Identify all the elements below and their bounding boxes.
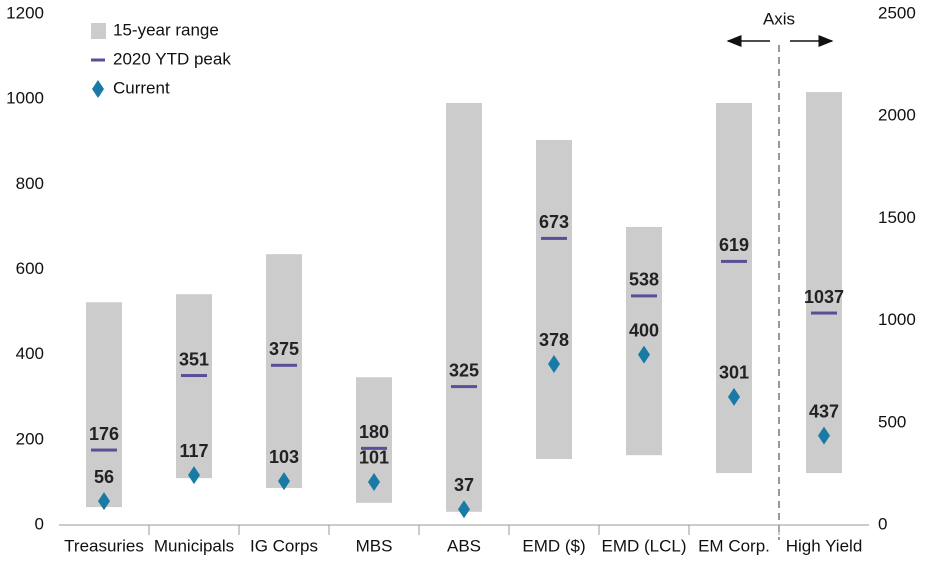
y2-tick-label: 1500 <box>878 208 916 227</box>
peak-label: 1037 <box>804 287 844 307</box>
range-bar <box>86 302 122 508</box>
y2-tick-label: 500 <box>878 412 906 431</box>
y2-tick-label: 1000 <box>878 310 916 329</box>
peak-marker <box>271 363 297 367</box>
peak-label: 180 <box>359 422 389 442</box>
current-marker <box>278 472 290 491</box>
current-label: 117 <box>179 441 208 461</box>
current-label: 56 <box>94 467 114 487</box>
y2-tick-label: 2000 <box>878 106 916 125</box>
legend-label: 15-year range <box>113 20 219 39</box>
x-tick-label: Municipals <box>154 536 234 555</box>
y2-tick-label: 0 <box>878 514 887 533</box>
current-marker <box>368 472 380 491</box>
current-marker <box>728 387 740 406</box>
x-tick-label: ABS <box>447 536 481 555</box>
legend-swatch <box>91 58 105 62</box>
legend-label: Current <box>113 78 170 97</box>
peak-label: 619 <box>719 235 749 255</box>
peak-marker <box>721 259 747 263</box>
peak-marker <box>181 374 207 378</box>
current-marker <box>98 492 110 511</box>
y-tick-label: 600 <box>16 259 44 278</box>
peak-label: 351 <box>179 349 209 369</box>
peak-marker <box>631 294 657 298</box>
peak-marker <box>541 236 567 240</box>
x-tick-label: MBS <box>356 536 393 555</box>
axis-annotation: Axis <box>763 9 795 28</box>
current-label: 400 <box>629 320 659 340</box>
legend-swatch <box>91 23 106 39</box>
current-marker <box>818 426 830 445</box>
x-tick-label: IG Corps <box>250 536 318 555</box>
current-label: 378 <box>539 330 569 350</box>
legend-label: 2020 YTD peak <box>113 49 231 68</box>
range-bar <box>716 102 752 474</box>
x-tick-label: Treasuries <box>64 536 144 555</box>
peak-label: 325 <box>449 360 479 380</box>
y-tick-label: 1200 <box>6 3 44 22</box>
peak-marker <box>91 448 117 452</box>
y-tick-label: 200 <box>16 429 44 448</box>
range-bar <box>446 102 482 512</box>
x-tick-label: EMD ($) <box>522 536 585 555</box>
peak-label: 375 <box>269 339 299 359</box>
peak-label: 538 <box>629 270 659 290</box>
x-tick-label: High Yield <box>786 536 863 555</box>
y-tick-label: 1000 <box>6 89 44 108</box>
current-label: 301 <box>719 363 749 383</box>
range-bar <box>176 294 212 479</box>
y2-tick-label: 2500 <box>878 3 916 22</box>
peak-marker <box>361 446 387 450</box>
peak-marker <box>811 311 837 315</box>
legend-swatch <box>92 80 104 98</box>
peak-label: 176 <box>89 424 119 444</box>
range-bar <box>806 92 842 474</box>
current-label: 103 <box>269 447 299 467</box>
current-marker <box>458 500 470 519</box>
current-marker <box>548 355 560 374</box>
y-tick-label: 800 <box>16 174 44 193</box>
current-label: 437 <box>809 401 839 421</box>
y-tick-label: 0 <box>35 514 44 533</box>
range-bar <box>536 140 572 459</box>
peak-marker <box>451 385 477 389</box>
x-tick-label: EMD (LCL) <box>601 536 686 555</box>
x-tick-label: EM Corp. <box>698 536 770 555</box>
range-bar <box>266 254 302 488</box>
range-bar <box>626 226 662 456</box>
current-marker <box>638 345 650 364</box>
peak-label: 673 <box>539 212 569 232</box>
y-tick-label: 400 <box>16 344 44 363</box>
current-label: 37 <box>454 475 474 495</box>
current-marker <box>188 466 200 485</box>
current-label: 101 <box>359 448 389 468</box>
